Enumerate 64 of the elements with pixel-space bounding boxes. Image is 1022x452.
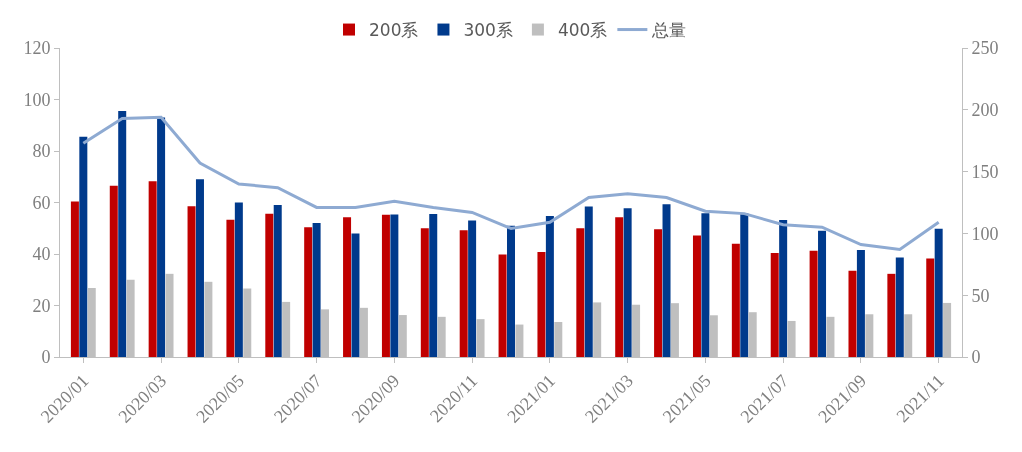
bar [79,136,88,357]
bar [692,235,701,357]
bar [615,217,624,357]
bar [459,230,468,357]
bar [701,213,710,357]
legend-label: 总量 [651,20,687,41]
bar [887,273,896,357]
y2-tick-label: 150 [971,161,999,182]
bar [234,202,243,357]
bar [304,227,313,357]
bar [70,201,79,357]
y-tick-label: 100 [23,89,51,110]
legend-label: 300系 [463,20,513,41]
bar [818,230,827,357]
legend-label: 200系 [369,20,419,41]
bar [895,257,904,357]
bar [662,204,671,357]
bar [195,179,204,357]
bar [351,233,360,357]
bar [809,250,818,357]
bar [934,228,943,357]
bar [381,214,390,357]
y2-tick-label: 200 [971,100,999,121]
bar [740,213,749,357]
bar [390,214,399,357]
bar [312,223,321,357]
bar [157,117,166,357]
bar [265,213,274,357]
bar [654,229,663,357]
line-series [81,115,941,251]
bar [273,205,282,357]
bar [468,220,477,357]
bar [148,181,157,357]
bar [731,243,740,357]
bar [623,208,632,357]
y2-tick-label: 250 [971,38,999,59]
bar [420,228,429,357]
bar [343,217,352,357]
y-tick-label: 0 [41,347,51,368]
legend-label: 400系 [557,20,608,41]
bar [507,225,515,357]
bar [770,252,779,357]
bar [537,251,546,357]
bar [429,214,438,357]
bar [187,206,196,357]
bar [226,219,235,357]
bar [545,215,554,357]
y2-tick-label: 100 [971,223,999,244]
bar [848,270,857,357]
bar [584,206,593,357]
bar [576,228,585,357]
y-tick-label: 120 [23,38,51,59]
bar [856,249,865,357]
bar [926,258,935,357]
bar [779,220,788,357]
y2-tick-label: 0 [971,347,981,368]
y-tick-label: 60 [32,192,51,213]
y2-tick-label: 50 [971,285,990,306]
bar [118,111,127,357]
bar [109,185,118,357]
y-tick-label: 20 [32,295,51,316]
y-tick-label: 80 [32,141,51,162]
y-tick-label: 40 [32,244,51,265]
bar [498,254,507,357]
